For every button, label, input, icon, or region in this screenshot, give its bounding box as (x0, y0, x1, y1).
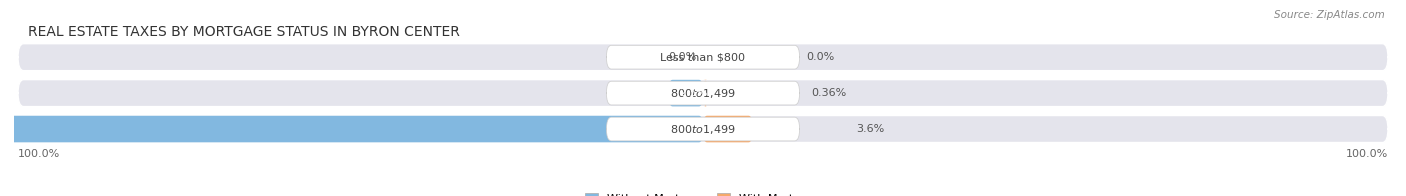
FancyBboxPatch shape (18, 80, 1388, 107)
Text: 100.0%: 100.0% (18, 149, 60, 159)
Text: 0.0%: 0.0% (807, 52, 835, 62)
Text: 2.5%: 2.5% (679, 88, 709, 98)
Text: 0.36%: 0.36% (811, 88, 846, 98)
Text: 3.6%: 3.6% (856, 124, 884, 134)
FancyBboxPatch shape (668, 80, 703, 106)
FancyBboxPatch shape (606, 117, 800, 141)
Text: Source: ZipAtlas.com: Source: ZipAtlas.com (1274, 10, 1385, 20)
Text: 100.0%: 100.0% (1346, 149, 1388, 159)
Text: 0.0%: 0.0% (668, 52, 696, 62)
FancyBboxPatch shape (18, 116, 1388, 142)
FancyBboxPatch shape (703, 116, 752, 142)
FancyBboxPatch shape (606, 81, 800, 105)
FancyBboxPatch shape (0, 116, 703, 142)
FancyBboxPatch shape (703, 80, 709, 106)
Text: Less than $800: Less than $800 (661, 52, 745, 62)
Text: REAL ESTATE TAXES BY MORTGAGE STATUS IN BYRON CENTER: REAL ESTATE TAXES BY MORTGAGE STATUS IN … (28, 25, 460, 39)
Text: $800 to $1,499: $800 to $1,499 (671, 122, 735, 135)
FancyBboxPatch shape (18, 44, 1388, 71)
FancyBboxPatch shape (606, 45, 800, 69)
Legend: Without Mortgage, With Mortgage: Without Mortgage, With Mortgage (581, 189, 825, 196)
Text: $800 to $1,499: $800 to $1,499 (671, 87, 735, 100)
